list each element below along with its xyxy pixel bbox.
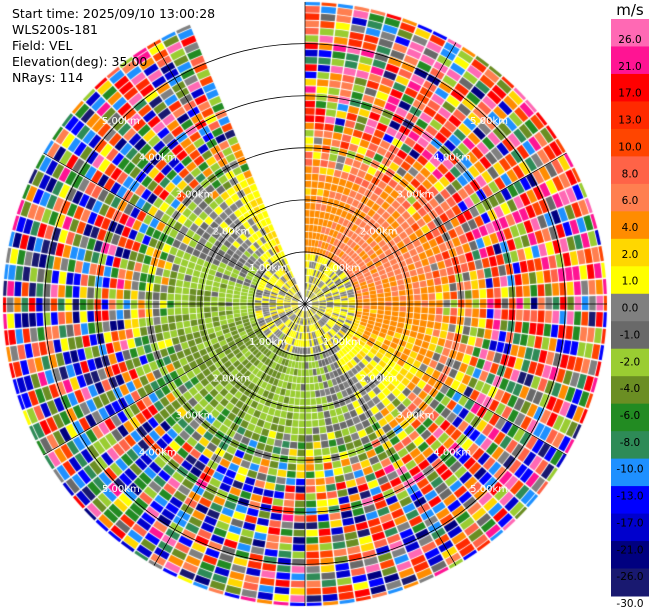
colorbar-tick-label: -10.0 <box>616 464 643 476</box>
colorbar-swatch <box>611 513 649 542</box>
range-ring-label: 2.00km <box>212 374 250 385</box>
elevation-label: Elevation(deg): 35.00 <box>12 54 148 69</box>
colorbar-swatch <box>611 541 649 570</box>
range-ring-label: 5.00km <box>102 484 140 495</box>
colorbar-swatch <box>611 403 649 432</box>
range-ring-label: 4.00km <box>433 447 471 458</box>
range-ring-label: 1.00km <box>249 263 287 274</box>
colorbar-swatch <box>611 156 649 185</box>
range-ring-label: 3.00km <box>176 410 214 421</box>
range-ring-label: 2.00km <box>360 226 398 237</box>
field-label: Field: VEL <box>12 38 73 53</box>
range-ring-label: 5.00km <box>102 116 140 127</box>
colorbar-tick-label: 10.0 <box>618 141 641 153</box>
colorbar-tick-label: -2.0 <box>620 356 641 368</box>
range-ring-label: 3.00km <box>397 190 435 201</box>
colorbar-tick-label: 0.0 <box>622 303 639 315</box>
range-ring-label: 1.00km <box>323 337 361 348</box>
range-ring-label: 3.00km <box>176 190 214 201</box>
colorbar-tick-label: 8.0 <box>622 168 639 180</box>
colorbar-swatch <box>611 238 649 267</box>
colorbar-tick-label: -8.0 <box>620 437 641 449</box>
azimuth-spoke <box>43 303 306 456</box>
colorbar-tick-label: 1.0 <box>622 276 639 288</box>
colorbar-swatch <box>611 348 649 377</box>
range-ring-label: 2.00km <box>212 226 250 237</box>
colorbar-swatch <box>611 46 649 75</box>
colorbar-swatch <box>611 293 649 322</box>
range-ring-label: 5.00km <box>470 116 508 127</box>
colorbar-tick-labels: 26.0 21.0 17.0 13.0 10.0 8.0 6.0 4.0 2.0 1.0 0.0 -1… <box>616 34 643 610</box>
colorbar-tick-label: 13.0 <box>618 115 641 127</box>
range-ring-label: 4.00km <box>139 447 177 458</box>
colorbar-swatch <box>611 128 649 157</box>
colorbar-tick-label: -26.0 <box>616 571 643 583</box>
azimuth-spoke <box>153 42 306 305</box>
instrument-label: WLS200s-181 <box>12 22 98 37</box>
azimuth-spoke <box>153 303 306 566</box>
colorbar-tick-label: 17.0 <box>618 88 641 100</box>
colorbar-swatch <box>611 486 649 515</box>
azimuth-spoke <box>304 42 457 305</box>
colorbar-tick-label: 2.0 <box>622 249 639 261</box>
colorbar-unit-label: m/s <box>616 1 644 19</box>
colorbar-swatch <box>611 568 649 597</box>
colorbar-tick-label: -17.0 <box>616 517 643 529</box>
colorbar-swatch <box>611 321 649 350</box>
range-ring-label: 1.00km <box>323 263 361 274</box>
colorbar-swatch <box>611 211 649 240</box>
azimuth-spoke <box>304 303 567 456</box>
azimuth-spoke <box>304 303 457 566</box>
colorbar-tick-label: -13.0 <box>616 491 643 503</box>
colorbar-swatches <box>611 19 649 597</box>
range-ring-label: 1.00km <box>249 337 287 348</box>
colorbar-tick-label: 26.0 <box>618 34 641 46</box>
colorbar-tick-label: 6.0 <box>622 195 639 207</box>
colorbar-tick-label: 21.0 <box>618 61 641 73</box>
colorbar-swatch <box>611 376 649 405</box>
colorbar-swatch <box>611 19 649 47</box>
range-ring-label: 4.00km <box>433 153 471 164</box>
azimuth-spoke <box>304 152 567 305</box>
colorbar-swatch <box>611 101 649 130</box>
colorbar-tick-label: -1.0 <box>620 329 641 341</box>
colorbar-tick-label: -30.0 <box>616 598 643 610</box>
colorbar-swatch <box>611 73 649 102</box>
range-ring-label: 4.00km <box>139 153 177 164</box>
range-ring-label: 5.00km <box>470 484 508 495</box>
colorbar-swatch <box>611 183 649 212</box>
colorbar-tick-label: -6.0 <box>620 410 641 422</box>
colorbar-swatch <box>611 458 649 487</box>
colorbar-swatch <box>611 431 649 460</box>
colorbar-tick-label: -4.0 <box>620 383 641 395</box>
colorbar-tick-label: -21.0 <box>616 544 643 556</box>
nrays-label: NRays: 114 <box>12 70 84 85</box>
colorbar-swatch <box>611 266 649 295</box>
azimuth-spoke <box>43 152 306 305</box>
range-ring-label: 2.00km <box>360 374 398 385</box>
colorbar-tick-label: 4.0 <box>622 222 639 234</box>
start-time-label: Start time: 2025/09/10 13:00:28 <box>12 6 216 21</box>
range-ring-label: 3.00km <box>397 410 435 421</box>
